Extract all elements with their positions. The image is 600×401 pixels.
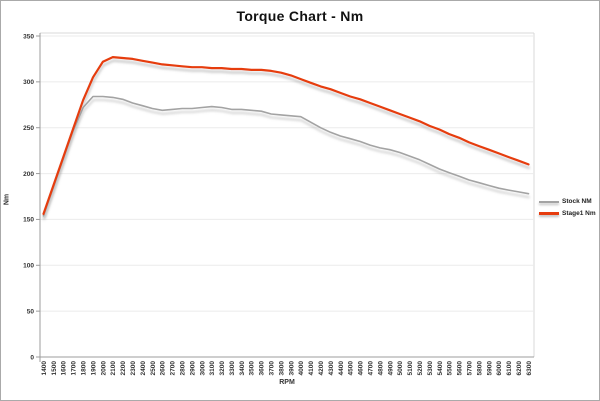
x-tick-label: 2000 [100,361,107,376]
y-tick-label: 250 [23,125,34,132]
legend-item-stage1: Stage1 Nm [539,210,596,217]
legend-label-stock: Stock NM [562,198,592,205]
y-tick-label: 0 [30,354,34,361]
x-tick-label: 3900 [288,361,295,376]
x-tick-label: 1800 [80,361,87,376]
legend-label-stage1: Stage1 Nm [562,210,596,217]
x-tick-label: 5100 [407,361,414,376]
x-tick-label: 4500 [348,361,355,376]
x-tick-label: 5000 [397,361,404,376]
legend-item-stock: Stock NM [539,198,596,205]
x-tick-label: 3400 [239,361,246,376]
x-tick-label: 3600 [259,361,266,376]
stock-line-swatch [539,200,559,203]
x-tick-label: 2100 [110,361,117,376]
x-tick-label: 3000 [199,361,206,376]
x-axis-title: RPM [279,379,295,386]
x-tick-label: 1700 [71,361,78,376]
x-tick-label: 2800 [179,361,186,376]
x-tick-label: 1400 [41,361,48,376]
x-tick-label: 4100 [308,361,315,376]
stage1-line-swatch [539,212,559,215]
y-tick-label: 50 [27,308,35,315]
x-tick-label: 2400 [140,361,147,376]
y-tick-label: 100 [23,263,34,270]
x-tick-label: 4400 [338,361,345,376]
x-tick-label: 5500 [447,361,454,376]
x-tick-label: 5400 [437,361,444,376]
x-tick-label: 2700 [170,361,177,376]
x-tick-label: 2300 [130,361,137,376]
y-tick-label: 200 [23,171,34,178]
x-tick-label: 2500 [150,361,157,376]
x-tick-label: 2600 [160,361,167,376]
x-tick-label: 6300 [526,361,533,376]
x-tick-label: 3500 [249,361,256,376]
x-tick-label: 4700 [368,361,375,376]
x-tick-label: 5300 [427,361,434,376]
x-tick-label: 4300 [328,361,335,376]
x-tick-label: 6200 [516,361,523,376]
x-tick-label: 6100 [506,361,513,376]
x-tick-label: 5700 [467,361,474,376]
y-tick-label: 150 [23,217,34,224]
x-tick-label: 6000 [496,361,503,376]
legend: Stock NM Stage1 Nm [539,198,596,217]
x-tick-label: 4900 [387,361,394,376]
x-tick-label: 5600 [457,361,464,376]
series-line-stock [42,95,530,217]
x-tick-label: 4000 [298,361,305,376]
series-line-stage1 [42,55,530,215]
x-tick-label: 2900 [189,361,196,376]
x-tick-label: 5800 [476,361,483,376]
x-tick-label: 4800 [377,361,384,376]
x-tick-label: 3300 [229,361,236,376]
x-tick-label: 1500 [51,361,58,376]
x-tick-label: 1900 [90,361,97,376]
y-axis-title: Nm [3,193,11,206]
x-tick-label: 3800 [278,361,285,376]
x-tick-label: 4600 [358,361,365,376]
x-tick-label: 4200 [318,361,325,376]
y-tick-label: 300 [23,79,34,86]
x-tick-label: 3100 [209,361,216,376]
x-tick-label: 3700 [269,361,276,376]
x-tick-label: 5900 [486,361,493,376]
x-tick-label: 3200 [219,361,226,376]
chart-title: Torque Chart - Nm [236,8,364,24]
x-tick-label: 5200 [417,361,424,376]
x-tick-label: 1600 [61,361,68,376]
y-tick-label: 350 [23,33,34,40]
x-tick-label: 2200 [120,361,127,376]
